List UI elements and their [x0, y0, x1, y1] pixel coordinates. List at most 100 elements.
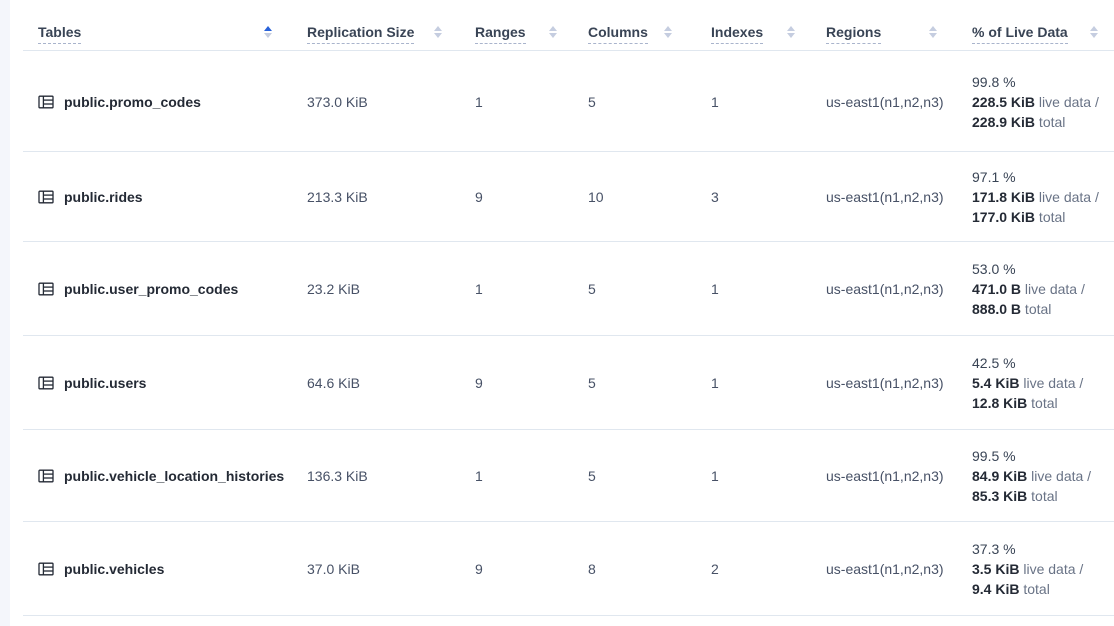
table-header-row: Tables Replication Size Ranges Columns I… — [10, 0, 1114, 51]
column-header-columns[interactable]: Columns — [570, 0, 685, 51]
columns-cell: 5 — [588, 375, 596, 391]
sort-desc-icon[interactable] — [549, 33, 557, 38]
live-size-line: 3.5 KiB live data / — [972, 561, 1084, 577]
sort-arrows-icon[interactable] — [664, 26, 672, 38]
live-data-cell: 99.5 % 84.9 KiB live data / 85.3 KiB tot… — [950, 430, 1114, 522]
table-row: public.vehicles 37.0 KiB 9 8 2 us-east1(… — [10, 522, 1114, 616]
sort-asc-icon[interactable] — [434, 26, 442, 31]
total-size-line: 888.0 B total — [972, 301, 1052, 317]
table-icon — [38, 94, 54, 110]
sort-asc-icon[interactable] — [787, 26, 795, 31]
total-size-line: 177.0 KiB total — [972, 209, 1066, 225]
live-percent: 37.3 % — [972, 541, 1016, 557]
column-header-label: Tables — [38, 24, 82, 44]
column-header-tables[interactable]: Tables — [10, 0, 285, 51]
table-name-link[interactable]: public.vehicles — [64, 561, 165, 577]
indexes-cell: 3 — [711, 189, 719, 205]
column-header-label: % of Live Data — [972, 24, 1068, 44]
ranges-cell: 1 — [475, 468, 483, 484]
replication-size-cell: 136.3 KiB — [307, 468, 368, 484]
table-row: public.vehicle_location_histories 136.3 … — [10, 430, 1114, 522]
table-icon — [38, 561, 54, 577]
sort-asc-icon[interactable] — [1090, 26, 1098, 31]
table-name-link[interactable]: public.rides — [64, 189, 143, 205]
tables-list: Tables Replication Size Ranges Columns I… — [10, 0, 1114, 616]
regions-cell: us-east1(n1,n2,n3) — [826, 93, 944, 110]
column-header-label: Regions — [826, 24, 882, 44]
total-size-line: 12.8 KiB total — [972, 395, 1058, 411]
columns-cell: 10 — [588, 189, 604, 205]
sort-desc-icon[interactable] — [264, 33, 272, 38]
table-body: public.promo_codes 373.0 KiB 1 5 1 us-ea… — [10, 51, 1114, 616]
table-name-link[interactable]: public.promo_codes — [64, 93, 201, 110]
table-name-link[interactable]: public.users — [64, 375, 147, 391]
live-size-line: 84.9 KiB live data / — [972, 468, 1092, 484]
column-header-label: Columns — [588, 24, 648, 44]
live-percent: 99.8 % — [972, 73, 1016, 90]
table-row: public.users 64.6 KiB 9 5 1 us-east1(n1,… — [10, 336, 1114, 430]
table-row: public.user_promo_codes 23.2 KiB 1 5 1 u… — [10, 242, 1114, 336]
sort-desc-icon[interactable] — [1090, 33, 1098, 38]
column-header-indexes[interactable]: Indexes — [685, 0, 808, 51]
total-size-line: 228.9 KiB total — [972, 113, 1066, 130]
live-percent: 99.5 % — [972, 448, 1016, 464]
live-size-line: 171.8 KiB live data / — [972, 189, 1099, 205]
ranges-cell: 9 — [475, 189, 483, 205]
column-header-label: Replication Size — [307, 24, 415, 44]
column-header-ranges[interactable]: Ranges — [455, 0, 570, 51]
columns-cell: 8 — [588, 561, 596, 577]
table-name-cell: public.vehicles — [10, 522, 285, 616]
columns-cell: 5 — [588, 93, 596, 110]
sort-asc-icon[interactable] — [929, 26, 937, 31]
live-data-cell: 42.5 % 5.4 KiB live data / 12.8 KiB tota… — [950, 336, 1114, 430]
indexes-cell: 1 — [711, 281, 719, 297]
ranges-cell: 1 — [475, 93, 483, 110]
live-size-line: 228.5 KiB live data / — [972, 93, 1099, 110]
replication-size-cell: 213.3 KiB — [307, 189, 368, 205]
column-header-label: Indexes — [711, 24, 764, 44]
sort-desc-icon[interactable] — [664, 33, 672, 38]
sort-arrows-icon[interactable] — [264, 26, 272, 38]
total-size-line: 9.4 KiB total — [972, 581, 1050, 597]
sort-asc-icon[interactable] — [264, 26, 272, 31]
table-row: public.rides 213.3 KiB 9 10 3 us-east1(n… — [10, 152, 1114, 242]
live-data-cell: 99.8 % 228.5 KiB live data / 228.9 KiB t… — [950, 51, 1114, 152]
sort-arrows-icon[interactable] — [549, 26, 557, 38]
table-name-cell: public.users — [10, 336, 285, 430]
indexes-cell: 1 — [711, 93, 719, 110]
live-data-cell: 53.0 % 471.0 B live data / 888.0 B total — [950, 242, 1114, 336]
live-size-line: 5.4 KiB live data / — [972, 375, 1084, 391]
regions-cell: us-east1(n1,n2,n3) — [826, 468, 944, 484]
ranges-cell: 9 — [475, 375, 483, 391]
replication-size-cell: 37.0 KiB — [307, 561, 360, 577]
sort-arrows-icon[interactable] — [434, 26, 442, 38]
column-header-regions[interactable]: Regions — [808, 0, 950, 51]
ranges-cell: 1 — [475, 281, 483, 297]
sort-asc-icon[interactable] — [549, 26, 557, 31]
total-size-line: 85.3 KiB total — [972, 488, 1058, 504]
page-left-margin — [0, 0, 10, 626]
sort-desc-icon[interactable] — [929, 33, 937, 38]
indexes-cell: 1 — [711, 375, 719, 391]
table-icon — [38, 189, 54, 205]
table-name-cell: public.user_promo_codes — [10, 242, 285, 336]
regions-cell: us-east1(n1,n2,n3) — [826, 561, 944, 577]
table-name-cell: public.vehicle_location_histories — [10, 430, 285, 522]
table-name-link[interactable]: public.user_promo_codes — [64, 281, 239, 297]
sort-arrows-icon[interactable] — [1090, 26, 1098, 38]
table-name-link[interactable]: public.vehicle_location_histories — [64, 468, 285, 484]
indexes-cell: 1 — [711, 468, 719, 484]
column-header-replication-size[interactable]: Replication Size — [285, 0, 455, 51]
replication-size-cell: 23.2 KiB — [307, 281, 360, 297]
replication-size-cell: 373.0 KiB — [307, 93, 368, 110]
sort-asc-icon[interactable] — [664, 26, 672, 31]
sort-desc-icon[interactable] — [434, 33, 442, 38]
live-size-line: 471.0 B live data / — [972, 281, 1085, 297]
sort-arrows-icon[interactable] — [787, 26, 795, 38]
sort-arrows-icon[interactable] — [929, 26, 937, 38]
column-header-live-data[interactable]: % of Live Data — [950, 0, 1114, 51]
columns-cell: 5 — [588, 468, 596, 484]
table-row: public.promo_codes 373.0 KiB 1 5 1 us-ea… — [10, 51, 1114, 152]
column-header-label: Ranges — [475, 24, 526, 44]
sort-desc-icon[interactable] — [787, 33, 795, 38]
